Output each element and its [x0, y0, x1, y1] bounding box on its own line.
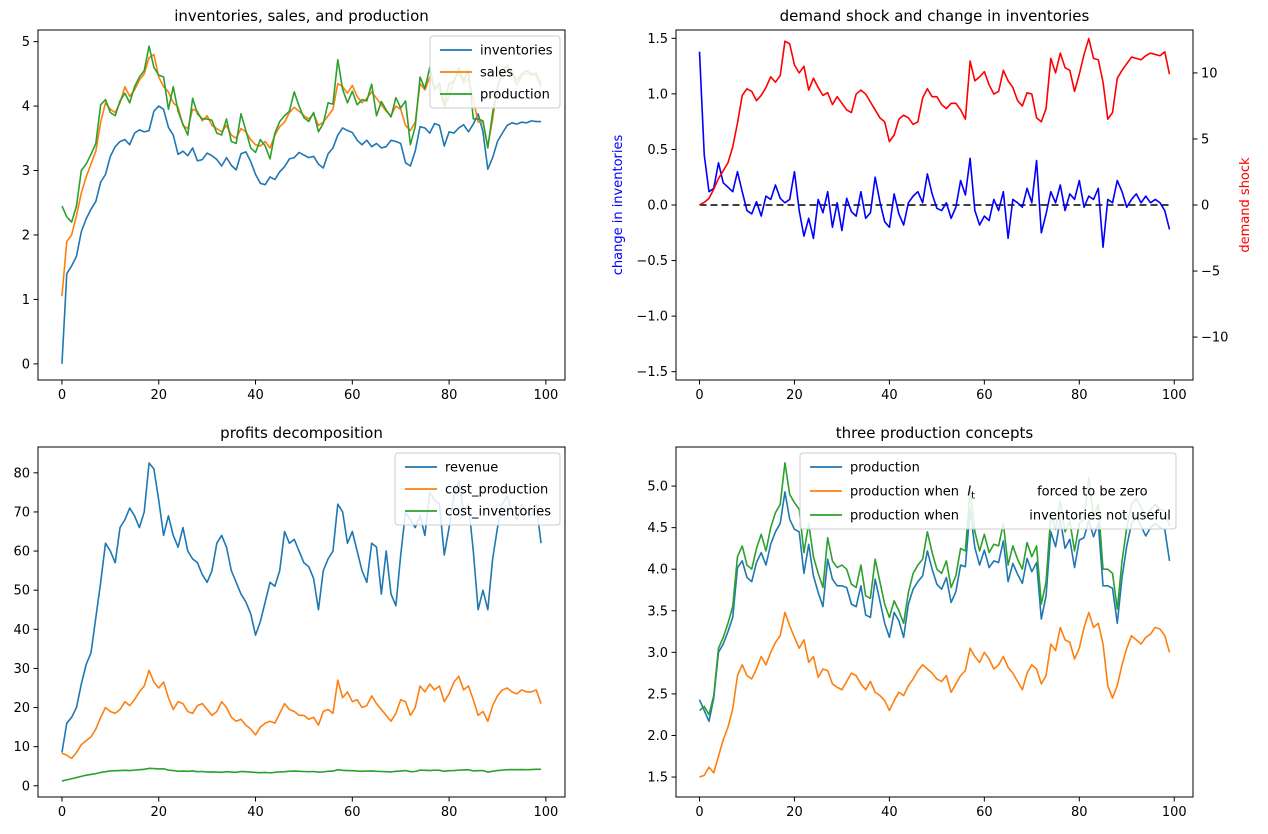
y-tick-label: 4.0	[647, 563, 668, 578]
x-tick-label: 0	[695, 388, 703, 403]
x-tick-label: 80	[441, 805, 458, 820]
y-tick-label: 3.0	[647, 646, 668, 661]
y-tick-label: 1	[22, 293, 30, 308]
x-tick-label: 80	[441, 388, 458, 403]
y-tick-label: 70	[13, 505, 30, 520]
ylabel-right: demand shock	[1238, 157, 1253, 253]
legend-box	[429, 35, 561, 109]
legend-label: production when inventories not useful	[850, 509, 1171, 524]
y-tick-label: 1.5	[647, 32, 668, 47]
y-tick-label: 2	[22, 228, 30, 243]
y-tick-label: 20	[13, 701, 30, 716]
legend: inventories sales production	[429, 35, 561, 109]
subplot-title: demand shock and change in inventories	[780, 7, 1090, 25]
y-tick-label: 50	[13, 584, 30, 599]
y-tick-label: 1.0	[647, 87, 668, 102]
series-line-cost-inventories	[61, 767, 542, 782]
x-tick-label: 40	[247, 388, 264, 403]
x-tick-label: 60	[976, 805, 993, 820]
legend-label: cost_inventories	[445, 505, 551, 520]
x-tick-label: 60	[976, 388, 993, 403]
legend: production production when It forced to b…	[799, 452, 1177, 530]
x-tick-label: 40	[247, 805, 264, 820]
y-tick-label: 3	[22, 164, 30, 179]
y-tick-label: 0	[22, 357, 30, 372]
x-tick-label: 20	[150, 388, 167, 403]
y-tick-label: 4	[22, 100, 30, 115]
axes-spines	[37, 29, 566, 381]
y-tick-label: 10	[13, 740, 30, 755]
x-tick-label: 100	[1162, 388, 1187, 403]
series-line-demand-shock	[699, 37, 1171, 206]
x-tick-label: 100	[533, 805, 558, 820]
y-tick-label: 4.5	[647, 521, 668, 536]
x-tick-label: 100	[533, 388, 558, 403]
legend-label: production when It forced to be zero	[850, 485, 1148, 502]
legend: revenue cost_production cost_inventories	[394, 452, 561, 526]
series-line-change-in-inventories	[698, 51, 1171, 249]
y-tick-label: −1.5	[636, 365, 668, 380]
y-tick-label: −0.5	[636, 254, 668, 269]
x-tick-label: 40	[881, 388, 898, 403]
subplot-3: production production when It forced to b…	[647, 424, 1194, 820]
subplot-title: three production concepts	[836, 424, 1034, 442]
series-line-production-when-it-forced-to-be-zero	[699, 611, 1171, 778]
x-tick-label: 40	[881, 805, 898, 820]
ylabel-left: change in inventories	[611, 135, 626, 276]
legend-label: inventories	[480, 44, 553, 59]
y-tick-label: 1.5	[647, 771, 668, 786]
x-tick-label: 20	[786, 805, 803, 820]
y-tick-label: 2.0	[647, 729, 668, 744]
x-tick-label: 20	[150, 805, 167, 820]
series-line-cost-production	[61, 669, 542, 760]
legend-label: revenue	[445, 461, 498, 476]
legend-box	[394, 452, 561, 526]
subplot-title: profits decomposition	[220, 424, 383, 442]
subplot-2: revenue cost_production cost_inventories 0 2…	[13, 424, 566, 820]
subplot-title: inventories, sales, and production	[174, 7, 429, 25]
y-tick-label: 5	[22, 35, 30, 50]
y-tick-label: 0.5	[647, 143, 668, 158]
y-tick-label: 0	[22, 779, 30, 794]
x-tick-label: 0	[58, 805, 66, 820]
y-tick-label: 40	[13, 623, 30, 638]
x-tick-label: 0	[58, 388, 66, 403]
y-tick-label: 60	[13, 545, 30, 560]
series-line-inventories	[61, 105, 542, 364]
y-tick-label-right: −5	[1201, 265, 1220, 280]
subplot-1: 0 20 40 60 80 100−1.5−1.0−0.50.00.51.01.5−10−…	[611, 7, 1253, 403]
y-tick-label: 0.0	[647, 199, 668, 214]
x-tick-label: 60	[344, 388, 361, 403]
y-tick-label: 5.0	[647, 480, 668, 495]
legend-label: production	[850, 461, 920, 476]
x-tick-label: 100	[1162, 805, 1187, 820]
legend-label: production	[480, 88, 550, 103]
y-tick-label-right: 10	[1201, 66, 1218, 81]
axes-spines	[675, 446, 1194, 798]
legend-box	[799, 452, 1177, 530]
y-tick-label: 80	[13, 466, 30, 481]
y-tick-label: 2.5	[647, 687, 668, 702]
legend-label: cost_production	[445, 483, 548, 498]
x-tick-label: 60	[344, 805, 361, 820]
x-tick-label: 0	[695, 805, 703, 820]
y-tick-label-right: 0	[1201, 199, 1209, 214]
legend-label: sales	[480, 66, 513, 81]
y-tick-label: 30	[13, 662, 30, 677]
x-tick-label: 80	[1071, 388, 1088, 403]
subplot-0: inventories sales production 0 20 40 60 80 100 0 1…	[22, 7, 566, 403]
x-tick-label: 80	[1071, 805, 1088, 820]
y-tick-label-right: −10	[1201, 331, 1228, 346]
x-tick-label: 20	[786, 388, 803, 403]
y-tick-label-right: 5	[1201, 132, 1209, 147]
axes-spines	[37, 446, 566, 798]
y-tick-label: −1.0	[636, 310, 668, 325]
y-tick-label: 3.5	[647, 604, 668, 619]
